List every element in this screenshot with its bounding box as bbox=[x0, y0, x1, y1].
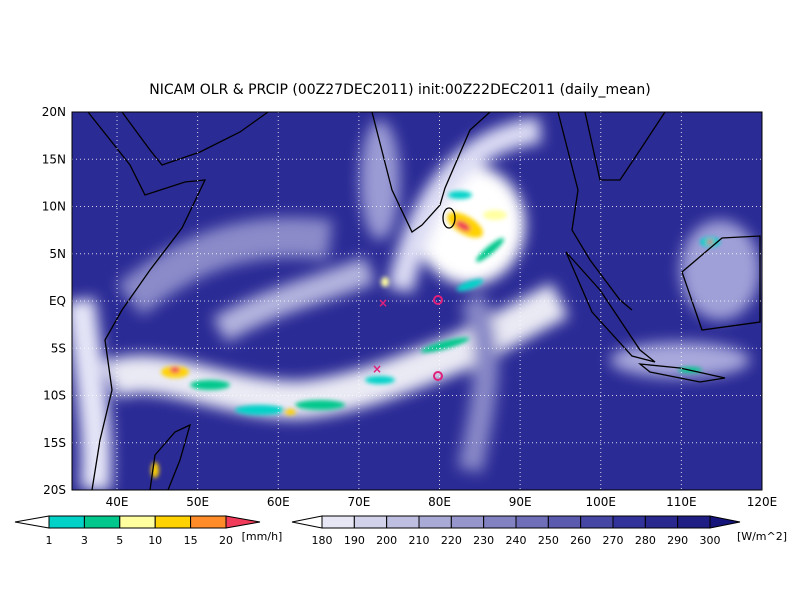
lon-label: 110E bbox=[666, 495, 697, 509]
colorbar-box bbox=[48, 515, 85, 529]
colorbar-box bbox=[580, 515, 614, 529]
colorbar-arrow bbox=[709, 515, 741, 529]
colorbar-box bbox=[83, 515, 121, 529]
lat-label: 20S bbox=[43, 483, 66, 497]
colorbar-arrow bbox=[14, 515, 50, 529]
colorbar-label: 20 bbox=[219, 534, 233, 547]
colorbar-label: 290 bbox=[667, 534, 688, 547]
colorbar-box bbox=[677, 515, 711, 529]
colorbar-label: 270 bbox=[603, 534, 624, 547]
colorbar-label: 3 bbox=[81, 534, 88, 547]
lon-label: 120E bbox=[747, 495, 778, 509]
lat-label: 5S bbox=[51, 341, 66, 355]
colorbar-label: 300 bbox=[700, 534, 721, 547]
lat-label: 20N bbox=[42, 105, 66, 119]
grid bbox=[72, 112, 762, 490]
colorbar-label: 1 bbox=[46, 534, 53, 547]
colorbar-label: 180 bbox=[312, 534, 333, 547]
lat-label: EQ bbox=[49, 294, 66, 308]
marker-circle bbox=[433, 371, 443, 381]
colorbar-box bbox=[483, 515, 517, 529]
colorbar-label: 210 bbox=[409, 534, 430, 547]
colorbar-box bbox=[644, 515, 679, 529]
colorbar-label: 200 bbox=[376, 534, 397, 547]
colorbar-label: 280 bbox=[635, 534, 656, 547]
colorbar-label: 220 bbox=[441, 534, 462, 547]
lat-label: 15N bbox=[42, 152, 66, 166]
lon-label: 70E bbox=[347, 495, 370, 509]
lat-label: 5N bbox=[49, 247, 66, 261]
lon-label: 60E bbox=[267, 495, 290, 509]
cloud-layer bbox=[72, 117, 760, 490]
title: NICAM OLR & PRCIP (00Z27DEC2011) init:00… bbox=[149, 82, 650, 98]
precip-layer bbox=[151, 191, 720, 478]
marker-x: × bbox=[378, 296, 388, 310]
colorbar-box bbox=[418, 515, 452, 529]
colorbar-box bbox=[321, 515, 355, 529]
colorbar-box bbox=[547, 515, 582, 529]
colorbar-box bbox=[450, 515, 485, 529]
lat-label: 10N bbox=[42, 200, 66, 214]
colorbar-label: 10 bbox=[148, 534, 162, 547]
colorbar-label: 260 bbox=[570, 534, 591, 547]
marker-x: × bbox=[372, 362, 382, 376]
map-area: × × bbox=[72, 112, 762, 490]
colorbar-label: 5 bbox=[116, 534, 123, 547]
map-frame bbox=[71, 111, 763, 491]
colorbar-arrow bbox=[225, 515, 261, 529]
lon-label: 50E bbox=[186, 495, 209, 509]
colorbar-box bbox=[515, 515, 549, 529]
olr-unit: [W/m^2] bbox=[737, 530, 787, 543]
lon-label: 100E bbox=[586, 495, 617, 509]
precip-unit: [mm/h] bbox=[242, 530, 283, 543]
coastlines bbox=[87, 112, 761, 490]
colorbar-box bbox=[612, 515, 646, 529]
colorbar-label: 240 bbox=[506, 534, 527, 547]
colorbar-box bbox=[190, 515, 227, 529]
colorbar-label: 15 bbox=[184, 534, 198, 547]
colorbar-box bbox=[154, 515, 192, 529]
colorbar-box bbox=[353, 515, 388, 529]
colorbar-label: 230 bbox=[473, 534, 494, 547]
colorbar-box bbox=[119, 515, 156, 529]
colorbar-label: 250 bbox=[538, 534, 559, 547]
lon-label: 40E bbox=[106, 495, 129, 509]
lat-label: 10S bbox=[43, 389, 66, 403]
markers: × × bbox=[372, 295, 443, 381]
colorbar-label: 190 bbox=[344, 534, 365, 547]
lon-label: 90E bbox=[509, 495, 532, 509]
lat-label: 15S bbox=[43, 436, 66, 450]
colorbar-arrow bbox=[291, 515, 323, 529]
marker-circle bbox=[433, 295, 443, 305]
lon-label: 80E bbox=[428, 495, 451, 509]
colorbar-box bbox=[386, 515, 420, 529]
